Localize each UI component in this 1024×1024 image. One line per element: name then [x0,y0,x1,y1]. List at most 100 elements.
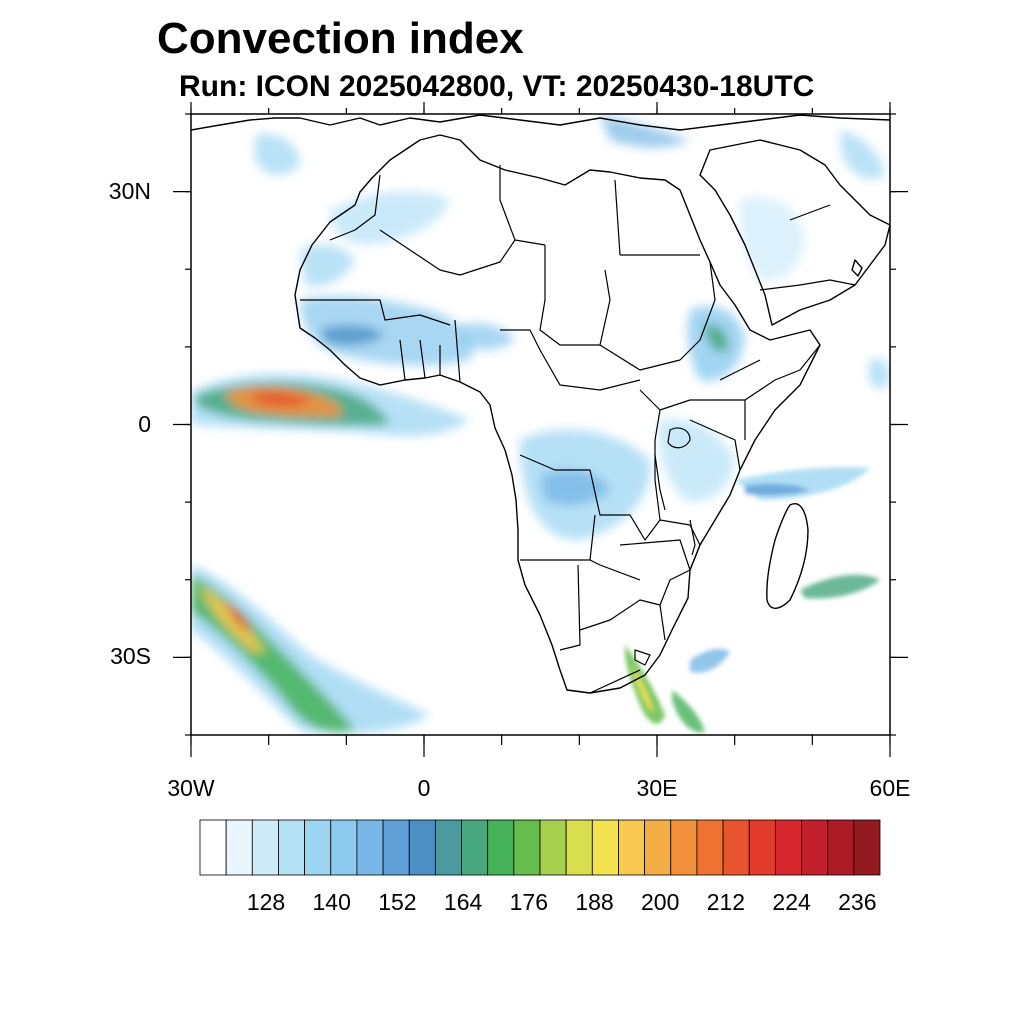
africa-coastline [294,134,821,694]
colorbar-box [330,819,358,876]
field-east-africa [658,419,735,502]
border-libya-egypt [614,179,621,256]
lake-victoria [667,427,691,449]
border-west-africa-2 [399,339,441,381]
colorbar-box [513,819,541,876]
field-south-atlantic-outer [191,565,430,735]
field-madagascar-east [800,574,880,599]
lon-tick-label: 30W [167,775,215,801]
colorbar-box [774,819,802,876]
lake-malawi [689,519,696,556]
colorbar-box [853,819,881,876]
chart-title: Convection index [157,14,524,63]
colorbar-tick-label: 164 [443,889,483,915]
border-chad [539,245,611,346]
field-atlantic-band-hot [250,392,312,407]
colorbar-box [827,819,855,876]
colorbar-box [539,819,567,876]
colorbar-box [356,819,384,876]
border-algeria-libya [499,165,546,246]
colorbar-box [670,819,698,876]
lon-tick-label: 60E [869,775,911,801]
border-mozambique [659,524,701,606]
lat-tick-label: 30N [108,177,151,204]
border-namibia [559,564,581,651]
border-mali-niger [379,229,516,276]
lakes [654,427,696,556]
colorbar-tick-label: 188 [575,889,614,915]
colorbar-box [722,819,750,876]
chart-subtitle: Run: ICON 2025042800, VT: 20250430-18UTC [179,70,815,103]
axis-ticks [173,102,908,757]
border-zambia [619,519,691,571]
colorbar-tick-label: 152 [378,889,417,915]
field-south-atlantic-core [200,585,265,653]
colorbar-box [225,819,253,876]
colorbar-box [748,819,776,876]
colorbar-box [565,819,593,876]
colorbar-tick-label: 212 [706,889,746,915]
border-ethiopia-somalia [719,344,821,401]
field-sahara-nw [330,191,450,245]
colorbar-tick-label: 224 [772,889,811,915]
colorbar-box [644,819,672,876]
colorbar-box [304,819,332,876]
colorbar-tick-label: 140 [312,889,351,915]
lat-tick-label: 30S [110,643,151,670]
border-botswana [579,599,666,641]
colorbar-box [199,819,227,876]
lat-tick-label: 0 [138,410,151,437]
field-arabia [739,196,805,281]
colorbar-box [487,819,515,876]
colorbar-box [591,819,619,876]
lon-tick-label: 0 [417,775,431,801]
field-indian-band-core [745,483,810,496]
border-car [539,349,641,391]
colorbar-tick-label: 128 [246,889,286,915]
sri-lanka-coast [851,259,863,277]
colorbar-tick-label: 200 [641,889,680,915]
field-morocco [300,244,355,287]
colorbar-box [278,819,306,876]
border-saudi [759,204,856,291]
lake-tanganyika [654,454,666,511]
field-west-africa-core [320,325,385,346]
field-mediterranean [600,115,690,148]
lon-tick-label: 30E [636,775,678,801]
border-west-africa-1 [300,299,451,326]
field-indian-streak-2 [690,648,730,673]
field-se-africa-streak [624,645,665,724]
colorbar-box [696,819,724,876]
colorbar-tick-label: 176 [509,889,548,915]
border-drc [519,389,661,541]
europe-coastline [191,114,890,131]
colorbar-box [618,819,646,876]
colorbar-box [461,819,489,876]
colorbar-box [408,819,436,876]
colorbar-tick-label: 236 [838,889,877,915]
madagascar-coastline [766,503,809,609]
colorbar-box [382,819,410,876]
border-morocco-algeria [329,174,381,241]
colorbar-box [251,819,279,876]
field-iran [840,130,885,179]
field-se-africa-core [632,665,654,712]
arabia-coastline [699,139,890,326]
border-nigeria [454,319,541,383]
colorbar-box [434,819,462,876]
field-south-atlantic-hot [225,600,252,632]
field-ethiopia-core [705,324,729,352]
border-angola [520,514,641,581]
colorbar-box [801,819,829,876]
field-west-africa [300,295,473,366]
border-sudan [599,261,716,371]
border-uganda [659,399,700,411]
coastlines [191,114,890,694]
field-east-indian [868,358,890,390]
field-indian-streak-1 [672,690,705,733]
country-borders [300,165,856,694]
field-nw-atlantic [255,134,300,176]
border-south-africa [566,649,651,694]
